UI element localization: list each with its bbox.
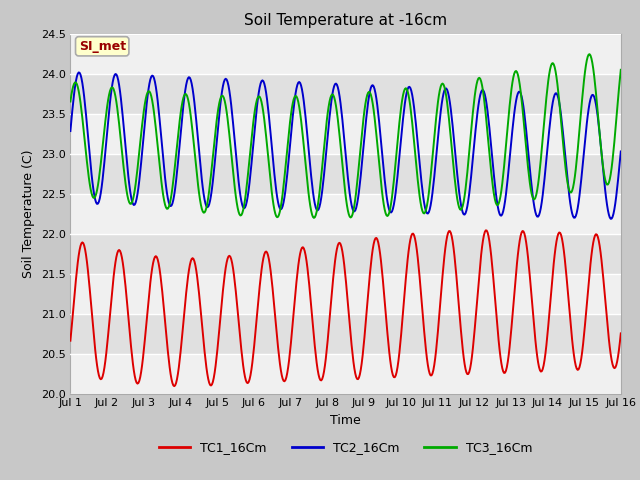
Text: SI_met: SI_met: [79, 40, 126, 53]
Bar: [70, 193, 621, 234]
X-axis label: Time: Time: [330, 414, 361, 427]
Bar: [70, 114, 621, 154]
Title: Soil Temperature at -16cm: Soil Temperature at -16cm: [244, 13, 447, 28]
Bar: [70, 73, 621, 114]
Y-axis label: Soil Temperature (C): Soil Temperature (C): [22, 149, 35, 278]
Bar: [70, 234, 621, 274]
Bar: [70, 274, 621, 313]
Bar: [70, 313, 621, 354]
Bar: [70, 354, 621, 394]
Legend: TC1_16Cm, TC2_16Cm, TC3_16Cm: TC1_16Cm, TC2_16Cm, TC3_16Cm: [154, 436, 537, 459]
Bar: [70, 34, 621, 73]
Bar: [70, 154, 621, 193]
